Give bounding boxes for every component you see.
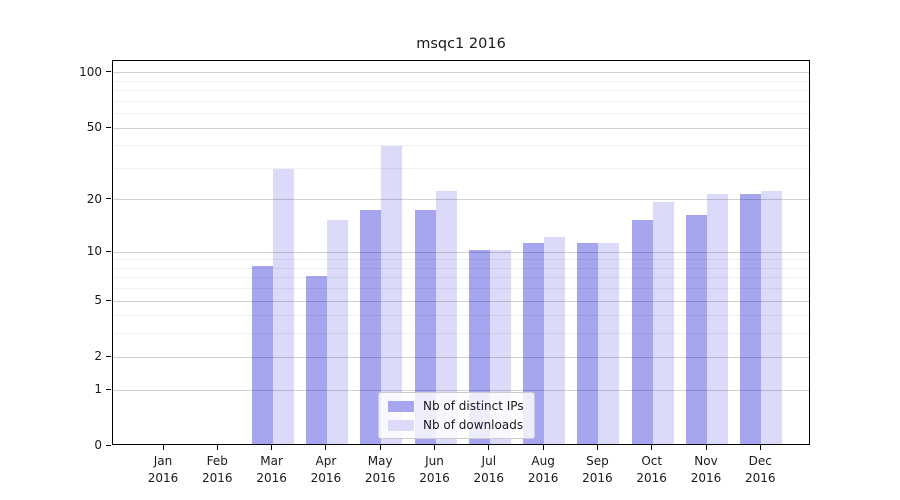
legend-item-distinct-ips: Nb of distinct IPs — [388, 399, 524, 413]
bar-downloads — [326, 219, 348, 444]
legend-item-downloads: Nb of downloads — [388, 418, 524, 432]
y-tick-label: 1 — [94, 382, 102, 396]
bar-ips — [414, 210, 436, 444]
minor-gridline — [113, 315, 809, 317]
x-tick-label: Feb 2016 — [202, 454, 233, 485]
y-tick-label: 5 — [94, 293, 102, 308]
y-tick-mark — [106, 126, 111, 128]
y-tick-mark — [106, 355, 111, 357]
x-tick-label: Jan 2016 — [147, 454, 179, 485]
plot-area: Nb of distinct IPs Nb of downloads — [112, 60, 810, 445]
x-tick-mark — [596, 445, 598, 450]
y-tick-mark — [106, 198, 111, 200]
x-tick-mark — [705, 445, 707, 450]
legend: Nb of distinct IPs Nb of downloads — [378, 392, 535, 439]
y-tick-mark — [106, 444, 111, 446]
x-tick-mark — [216, 445, 218, 450]
bar-downloads — [598, 243, 620, 444]
x-tick-mark — [542, 445, 544, 450]
x-tick-label: Dec 2016 — [745, 454, 776, 485]
major-gridline — [113, 72, 809, 74]
x-tick-label: Apr 2016 — [310, 454, 342, 485]
x-tick-mark — [488, 445, 490, 450]
x-tick-label: Sep 2016 — [582, 454, 613, 485]
y-tick-mark — [106, 388, 111, 390]
x-tick-label: Mar 2016 — [256, 454, 287, 485]
major-gridline — [113, 199, 809, 201]
y-tick-label: 10 — [86, 244, 102, 259]
minor-gridline — [113, 145, 809, 147]
bar-downloads — [272, 169, 294, 444]
bar-downloads — [707, 194, 728, 444]
x-tick-label: May 2016 — [364, 454, 396, 485]
major-gridline — [113, 127, 809, 129]
minor-gridline — [113, 100, 809, 102]
y-tick-mark — [106, 71, 111, 73]
major-gridline — [113, 300, 809, 302]
y-tick-label: 20 — [86, 191, 102, 206]
bar-downloads — [435, 190, 457, 444]
y-tick-mark — [106, 250, 111, 252]
legend-label-distinct-ips: Nb of distinct IPs — [423, 399, 524, 413]
bar-ips — [631, 219, 653, 444]
x-tick-mark — [651, 445, 653, 450]
minor-gridline — [113, 90, 809, 92]
y-tick-label: 0 — [94, 438, 102, 452]
minor-gridline — [113, 259, 809, 261]
bar-ips — [740, 194, 762, 444]
minor-gridline — [113, 167, 809, 169]
x-tick-label: Nov 2016 — [690, 454, 722, 485]
y-tick-mark — [106, 299, 111, 301]
minor-gridline — [113, 277, 809, 279]
minor-gridline — [113, 80, 809, 82]
chart-title: msqc1 2016 — [416, 36, 506, 52]
y-tick-label: 2 — [94, 349, 102, 364]
minor-gridline — [113, 333, 809, 335]
bar-ips — [251, 266, 273, 444]
bar-downloads — [544, 236, 566, 444]
major-gridline — [113, 356, 809, 358]
bar-ips — [360, 210, 382, 444]
bar-ips — [686, 214, 707, 444]
legend-label-downloads: Nb of downloads — [423, 418, 524, 432]
x-tick-label: Jul 2016 — [473, 454, 505, 485]
major-gridline — [113, 389, 809, 391]
minor-gridline — [113, 113, 809, 115]
x-tick-mark — [325, 445, 327, 450]
bar-downloads — [381, 145, 403, 444]
minor-gridline — [113, 288, 809, 290]
major-gridline — [113, 251, 809, 253]
legend-swatch-distinct-ips — [388, 400, 414, 412]
x-tick-label: Aug 2016 — [527, 454, 559, 485]
bar-downloads — [652, 201, 674, 444]
y-tick-label: 50 — [86, 120, 102, 135]
x-tick-label: Jun 2016 — [419, 454, 450, 485]
x-tick-mark — [759, 445, 761, 450]
x-tick-mark — [379, 445, 381, 450]
minor-gridline — [113, 267, 809, 269]
x-tick-mark — [271, 445, 273, 450]
y-tick-label: 100 — [79, 64, 102, 79]
bar-ips — [305, 275, 327, 444]
bar-ips — [577, 243, 599, 444]
x-tick-mark — [162, 445, 164, 450]
x-tick-mark — [434, 445, 435, 450]
legend-swatch-downloads — [388, 419, 414, 431]
bar-downloads — [761, 190, 783, 444]
x-tick-label: Oct 2016 — [636, 454, 667, 485]
